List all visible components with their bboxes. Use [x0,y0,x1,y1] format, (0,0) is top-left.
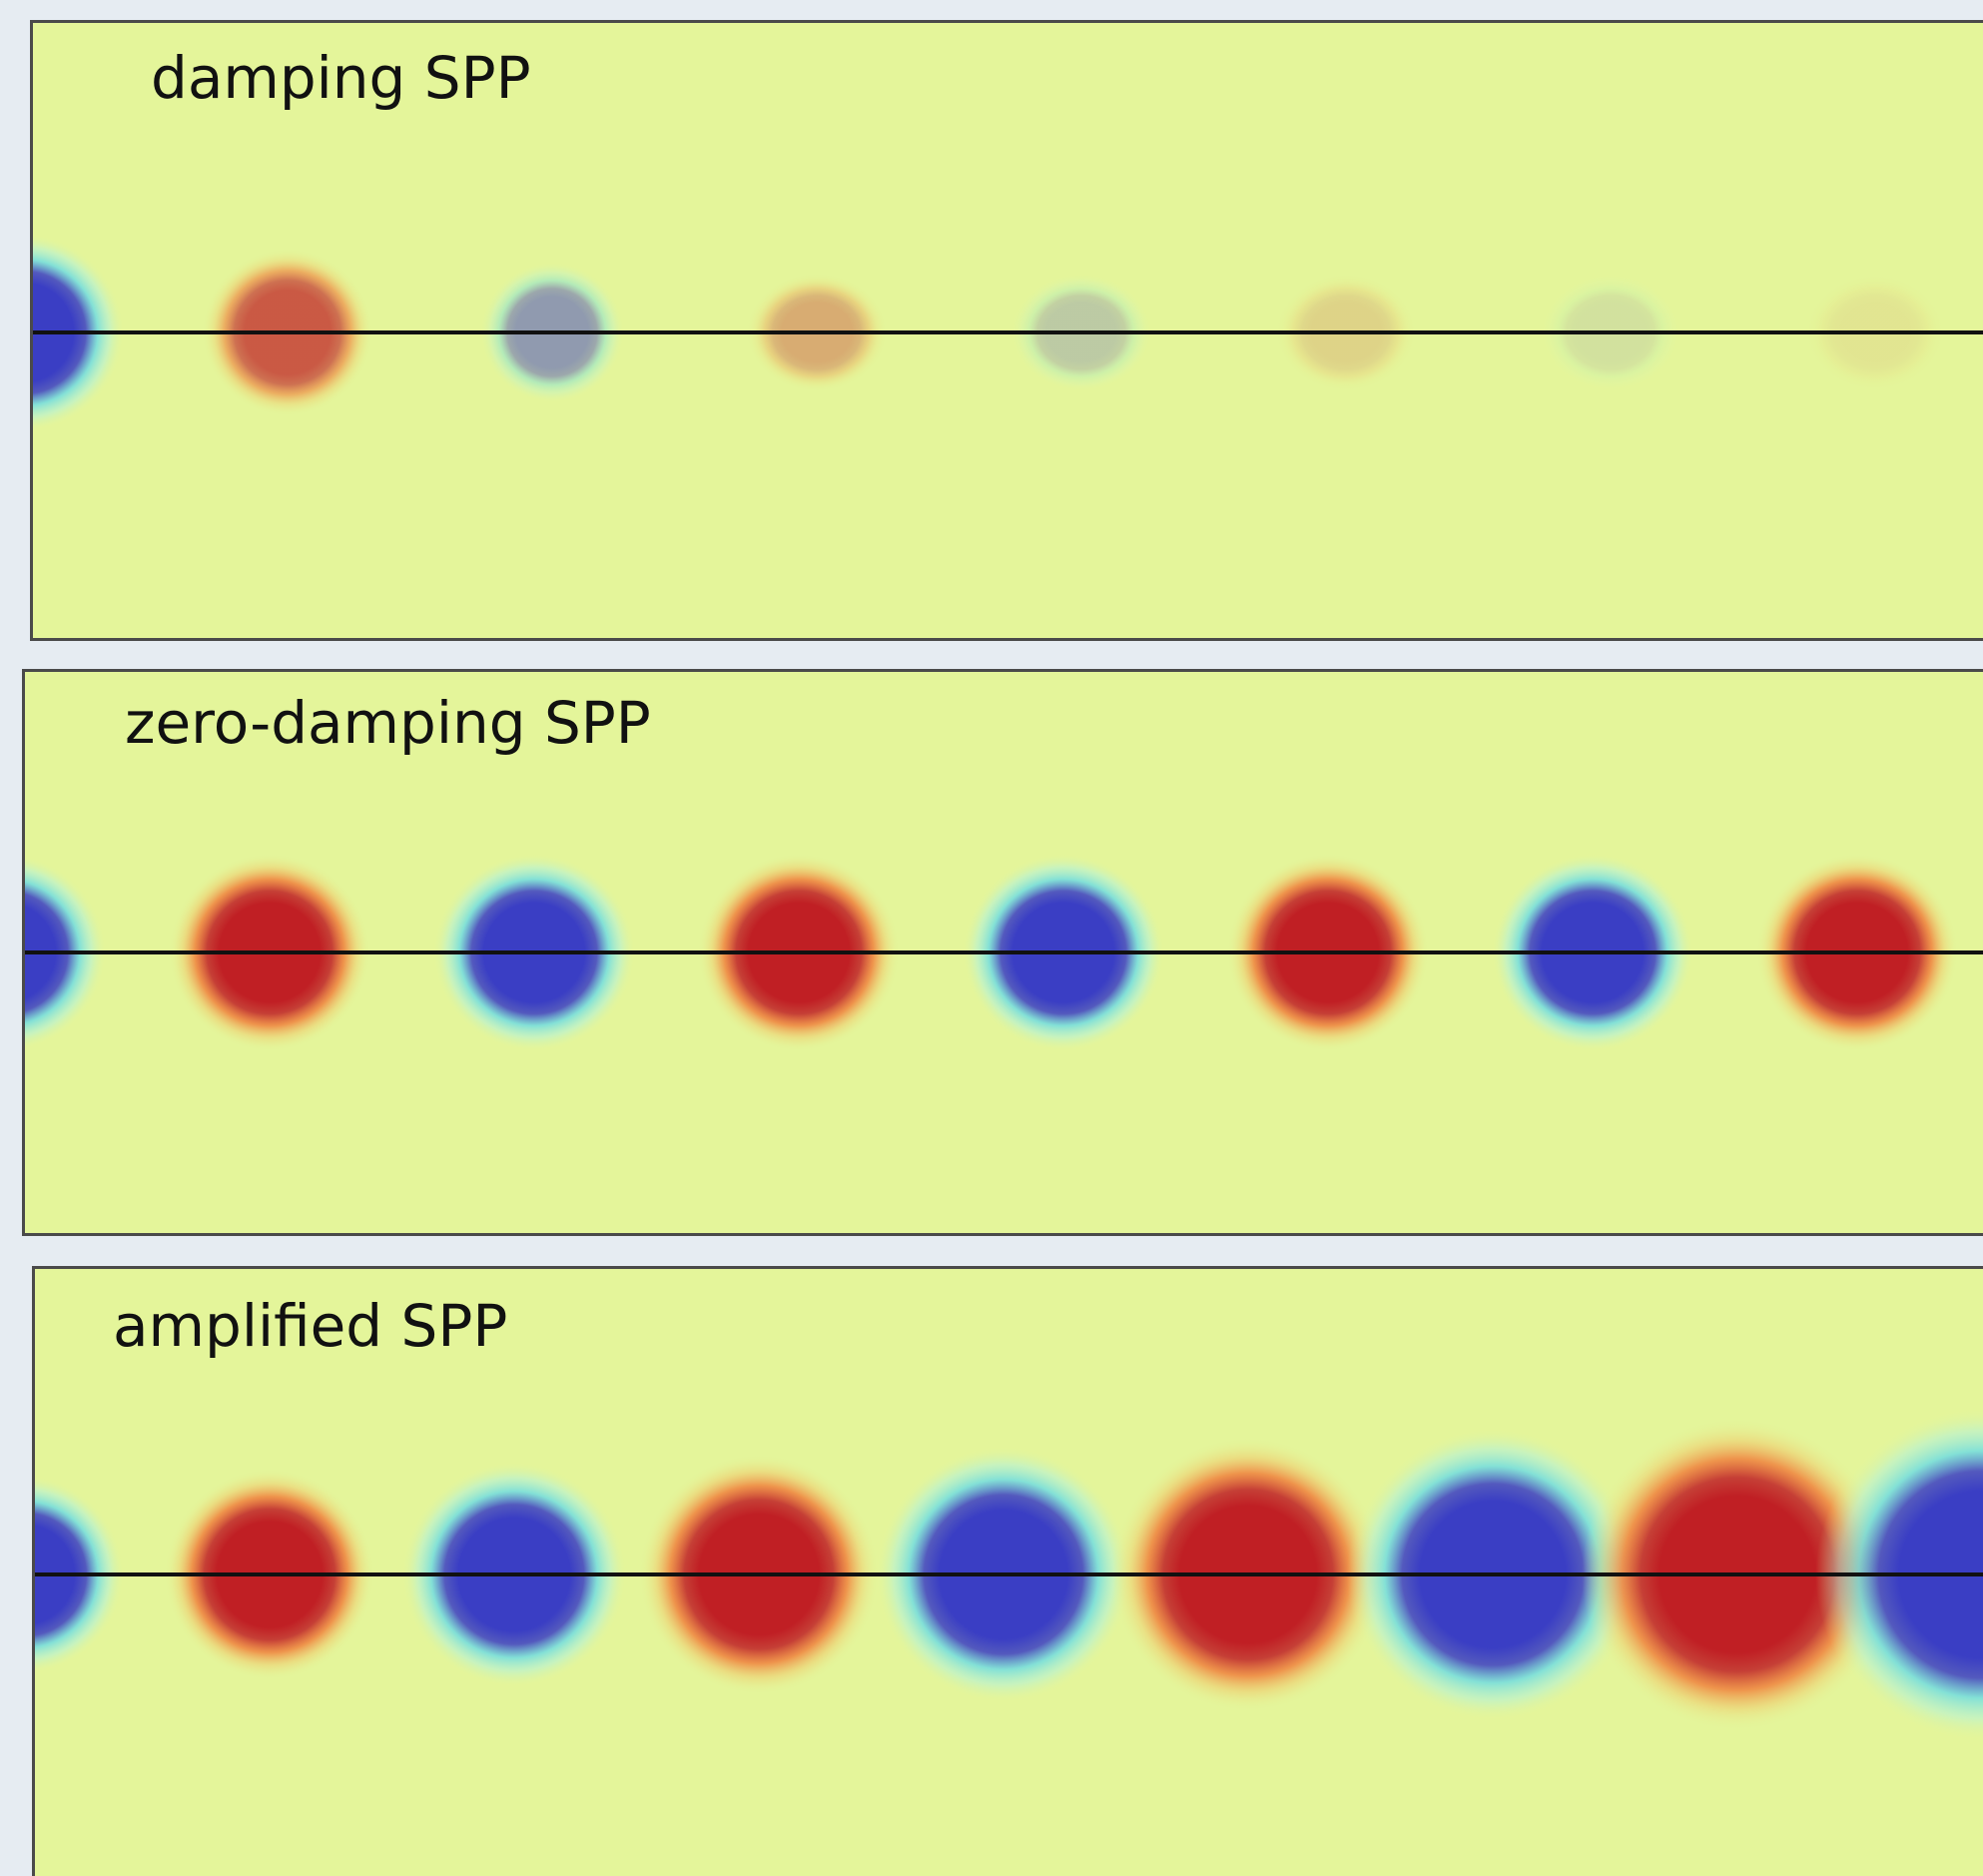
field-map-zero-damping [25,672,1983,1233]
panel-title-amplified: amplified SPP [113,1292,508,1360]
field-panel-amplified: amplified SPP [32,1266,1983,1876]
field-panel-zero-damping: zero-damping SPP [22,669,1983,1236]
panel-title-damping: damping SPP [151,44,531,112]
field-map-amplified [35,1269,1983,1876]
panel-title-zero-damping: zero-damping SPP [125,689,651,757]
field-map-damping [33,23,1983,638]
field-panel-damping: damping SPP [30,20,1983,641]
